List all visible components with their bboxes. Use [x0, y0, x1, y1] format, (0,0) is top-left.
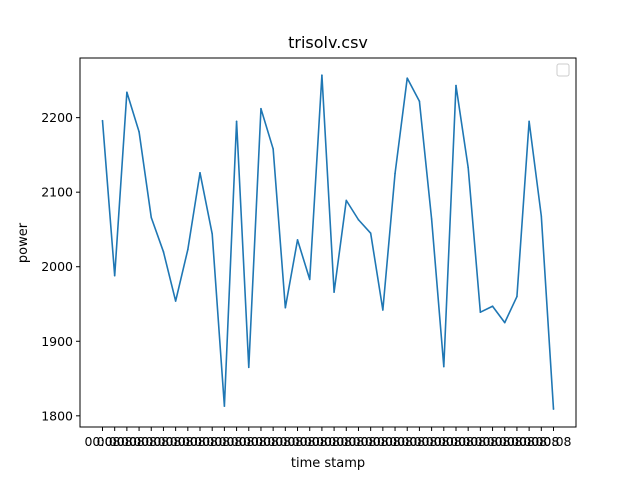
- data-point: [553, 408, 555, 410]
- series-layer: [102, 74, 555, 410]
- data-point: [175, 300, 177, 302]
- data-point: [114, 275, 116, 277]
- data-point: [370, 232, 372, 234]
- data-point: [163, 251, 165, 253]
- data-point: [455, 85, 457, 87]
- data-point: [443, 366, 445, 368]
- data-point: [224, 405, 226, 407]
- data-point: [492, 305, 494, 307]
- plot-frame: [80, 58, 576, 427]
- data-point: [297, 239, 299, 241]
- series-line: [103, 75, 554, 409]
- data-point: [406, 77, 408, 79]
- data-point: [272, 148, 274, 150]
- data-point: [309, 279, 311, 281]
- data-point: [211, 233, 213, 235]
- data-point: [467, 167, 469, 169]
- x-ticks: 00:0800:0800:0800:0800:0800:0800:0800:08…: [84, 427, 571, 449]
- y-tick-label: 2100: [41, 185, 73, 200]
- data-point: [285, 307, 287, 309]
- y-tick-label: 2000: [41, 259, 73, 274]
- data-point: [541, 215, 543, 217]
- data-point: [382, 309, 384, 311]
- y-tick-label: 2200: [41, 110, 73, 125]
- data-point: [419, 100, 421, 102]
- data-point: [150, 217, 152, 219]
- data-point: [236, 121, 238, 123]
- data-point: [358, 219, 360, 221]
- data-point: [431, 218, 433, 220]
- data-point: [321, 74, 323, 76]
- data-point: [480, 311, 482, 313]
- data-point: [248, 367, 250, 369]
- data-point: [516, 296, 518, 298]
- data-point: [260, 108, 262, 110]
- data-point: [394, 173, 396, 175]
- legend-box: [557, 64, 569, 76]
- data-point: [126, 91, 128, 93]
- x-axis-label: time stamp: [291, 456, 365, 471]
- y-ticks: 1800 1900 2000 2100 2200: [41, 110, 80, 423]
- y-tick-label: 1900: [41, 334, 73, 349]
- data-point: [187, 249, 189, 251]
- data-point: [345, 200, 347, 202]
- data-point: [333, 291, 335, 293]
- data-point: [138, 131, 140, 133]
- data-point: [102, 120, 104, 122]
- chart-title: trisolv.csv: [288, 33, 368, 52]
- data-point: [504, 322, 506, 324]
- y-tick-label: 1800: [41, 408, 73, 423]
- y-axis-label: power: [16, 222, 31, 263]
- data-point: [199, 172, 201, 174]
- data-point: [528, 121, 530, 123]
- x-tick-label: 00:08: [535, 434, 571, 449]
